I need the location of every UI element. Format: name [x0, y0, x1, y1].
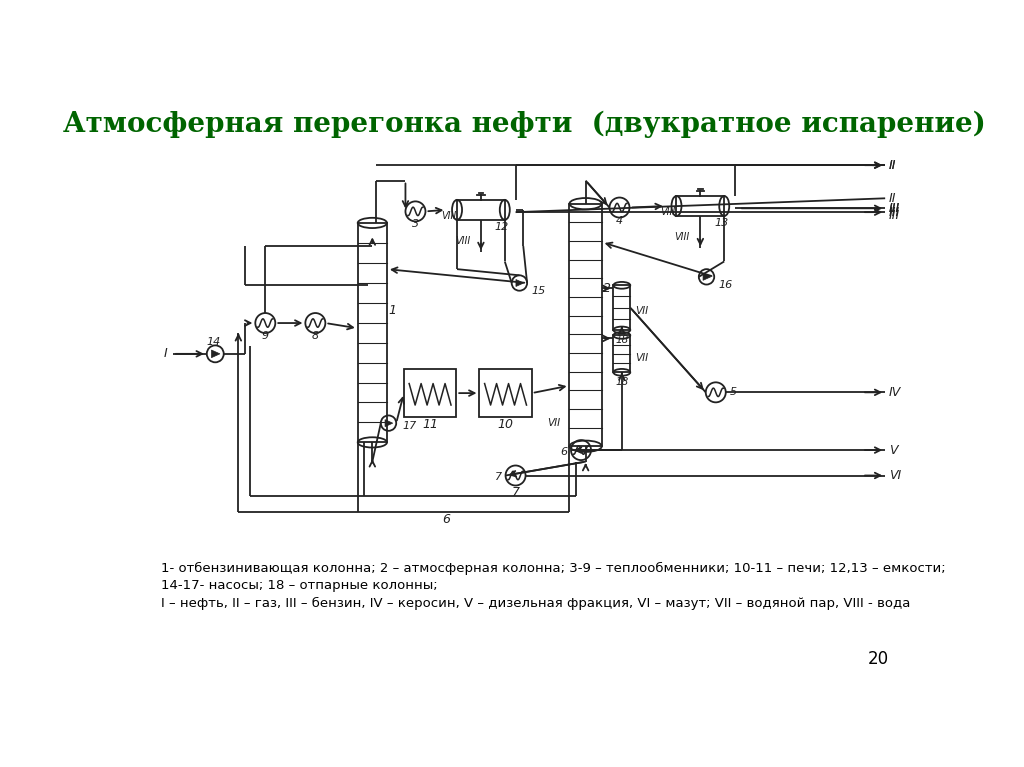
- Bar: [457, 200, 505, 220]
- Polygon shape: [703, 273, 711, 280]
- Text: 1: 1: [388, 304, 396, 318]
- Text: 17: 17: [402, 421, 417, 431]
- Text: Атмосферная перегонка нефти  (двукратное испарение): Атмосферная перегонка нефти (двукратное …: [63, 110, 986, 138]
- Text: VIII: VIII: [660, 207, 676, 217]
- Text: 4: 4: [616, 216, 623, 225]
- Text: I – нефть, II – газ, III – бензин, IV – керосин, V – дизельная фракция, VI – маз: I – нефть, II – газ, III – бензин, IV – …: [162, 597, 910, 611]
- Text: 14: 14: [207, 337, 221, 347]
- Text: VII: VII: [547, 418, 560, 428]
- Text: 3: 3: [412, 219, 419, 229]
- Text: 12: 12: [495, 222, 509, 232]
- Text: II: II: [889, 192, 896, 205]
- Bar: [479, 369, 531, 417]
- Text: III: III: [889, 202, 900, 215]
- Bar: [613, 335, 631, 372]
- Text: II: II: [889, 159, 896, 172]
- Polygon shape: [385, 420, 393, 426]
- Polygon shape: [516, 279, 523, 286]
- Text: VIII: VIII: [441, 211, 457, 221]
- Text: III: III: [889, 209, 900, 222]
- Text: VI: VI: [889, 469, 901, 482]
- Text: 15: 15: [531, 285, 546, 296]
- Text: 16: 16: [719, 279, 733, 289]
- Text: 6: 6: [442, 513, 451, 526]
- Text: 6: 6: [560, 446, 567, 456]
- Bar: [569, 204, 602, 446]
- Text: 8: 8: [311, 331, 318, 341]
- Bar: [403, 369, 457, 417]
- Text: VII: VII: [636, 353, 649, 363]
- Text: V: V: [889, 443, 897, 456]
- Text: IV: IV: [889, 386, 901, 399]
- Text: 5: 5: [730, 387, 736, 397]
- Text: 9: 9: [262, 331, 269, 341]
- Text: 10: 10: [498, 418, 514, 431]
- Bar: [357, 223, 387, 443]
- Bar: [613, 285, 631, 330]
- Text: VII: VII: [636, 307, 649, 317]
- Text: 13: 13: [714, 218, 728, 228]
- Text: 18: 18: [615, 377, 629, 387]
- Text: 1- отбензинивающая колонна; 2 – атмосферная колонна; 3-9 – теплообменники; 10-11: 1- отбензинивающая колонна; 2 – атмосфер…: [162, 561, 946, 574]
- Text: III: III: [889, 206, 900, 219]
- Text: VIII: VIII: [675, 232, 689, 242]
- Bar: [677, 196, 724, 216]
- Text: III: III: [889, 202, 900, 215]
- Text: 11: 11: [422, 418, 438, 431]
- Text: I: I: [164, 347, 168, 360]
- Text: VIII: VIII: [455, 235, 470, 245]
- Text: II: II: [889, 159, 896, 172]
- Polygon shape: [211, 350, 220, 357]
- Text: 7: 7: [495, 472, 502, 482]
- Text: 7: 7: [512, 486, 519, 499]
- Text: 2: 2: [603, 282, 611, 295]
- Text: 14-17- насосы; 18 – отпарные колонны;: 14-17- насосы; 18 – отпарные колонны;: [162, 579, 438, 592]
- Text: 20: 20: [868, 650, 889, 668]
- Text: 18: 18: [615, 335, 629, 345]
